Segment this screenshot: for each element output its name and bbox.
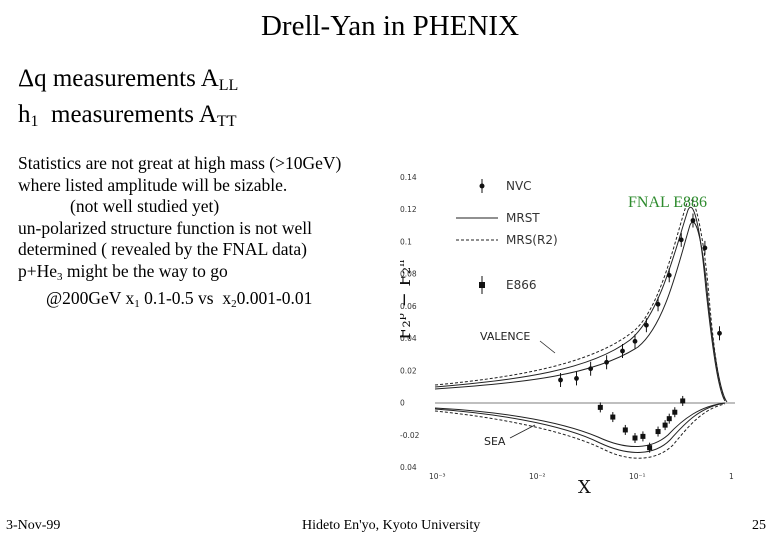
data-point-nvc xyxy=(678,237,684,243)
note-line: Statistics are not great at high mass (>… xyxy=(18,153,342,173)
heading-h1-att: h1 measurements ATT xyxy=(18,101,236,131)
footer-date: 3-Nov-99 xyxy=(6,518,61,533)
x-tick-labels: 10⁻³ 10⁻² 10⁻¹ 1 xyxy=(429,472,734,481)
data-point-e866 xyxy=(640,433,646,439)
x-tick-label: 10⁻² xyxy=(529,472,546,481)
sea-label: SEA xyxy=(484,435,506,448)
data-point-nvc xyxy=(666,272,672,278)
data-point-nvc xyxy=(558,377,563,383)
delta-symbol: Δ xyxy=(18,65,35,92)
valence-curve-mrst-2 xyxy=(434,221,728,403)
note-line: determined ( revealed by the FNAL data) xyxy=(18,239,307,259)
note-line: @200GeV x1 0.1-0.5 vs x20.001-0.01 xyxy=(18,288,341,316)
sea-curve-mrsr2 xyxy=(434,403,726,459)
heading-subscript-1: 1 xyxy=(30,113,39,130)
data-point-nvc xyxy=(604,359,610,365)
heading-subscript: LL xyxy=(218,77,239,94)
legend-label-e866: E866 xyxy=(506,278,537,292)
heading-subscript-2: TT xyxy=(216,113,237,130)
y-tick-label: 0.02 xyxy=(400,366,417,375)
data-point-nvc xyxy=(690,218,696,223)
data-points xyxy=(558,213,722,453)
note-line: un-polarized structure function is not w… xyxy=(18,217,313,238)
data-point-nvc xyxy=(717,330,722,336)
data-point-nvc xyxy=(632,338,638,344)
y-tick-label: 0.06 xyxy=(400,302,417,311)
valence-curve-mrsr2 xyxy=(434,199,727,402)
data-point-e866 xyxy=(610,414,616,420)
valence-label: VALENCE xyxy=(480,330,530,343)
valence-curve-mrst xyxy=(434,206,726,402)
note-subscript: 2 xyxy=(231,298,237,310)
data-point-e866 xyxy=(655,429,661,435)
sea-curves xyxy=(434,402,726,459)
heading-delta-q-all: Δq measurements ALL xyxy=(18,65,238,95)
y-tick-label: 0.04 xyxy=(400,334,417,343)
note-text: might be the way to go xyxy=(62,260,228,281)
data-point-e866 xyxy=(597,404,603,410)
y-tick-label: 0.14 xyxy=(400,173,417,182)
y-axis-label: F₂ᵖ − F₂ⁿ xyxy=(400,259,415,340)
note-line: p+He3 might be the way to go xyxy=(18,261,341,289)
slide-title: Drell-Yan in PHENIX xyxy=(260,10,520,42)
heading-text: h xyxy=(18,101,31,128)
legend-label-nvc: NVC xyxy=(506,179,532,193)
legend-label-mrsr2: MRS(R2) xyxy=(506,233,558,247)
fnal-annotation: FNAL E886 xyxy=(628,194,707,211)
legend-label-mrst: MRST xyxy=(506,211,540,225)
note-line: (not well studied yet) xyxy=(70,196,220,216)
y-tick-label: 0.08 xyxy=(400,270,417,279)
y-tick-labels: 0.14 0.12 0.1 0.08 0.06 0.04 0.02 0 -0.02 0.04 xyxy=(400,173,420,472)
valence-arrow xyxy=(539,340,556,354)
sea-curve-mrst xyxy=(434,402,726,453)
legend: NVC MRST MRS(R2) E866 xyxy=(456,179,558,294)
y-tick-label: -0.02 xyxy=(400,431,420,440)
note-text: p+He xyxy=(18,260,58,281)
data-point-e866 xyxy=(680,398,686,404)
sea-curve-third xyxy=(434,402,726,448)
data-point-nvc xyxy=(702,245,708,251)
y-tick-label: 0.1 xyxy=(400,237,412,246)
footer-author: Hideto En'yo, Kyoto University xyxy=(302,518,481,533)
note-text: 0.001-0.01 xyxy=(236,288,313,308)
x-axis-label: X xyxy=(578,477,591,498)
y-tick-label: 0.12 xyxy=(400,205,417,214)
sea-arrow xyxy=(509,424,536,439)
x-tick-label: 1 xyxy=(729,472,734,481)
data-point-e866 xyxy=(622,427,628,433)
note-subscript: 3 xyxy=(57,270,63,283)
footer-page-number: 25 xyxy=(752,518,766,533)
heading-text-2: measurements A xyxy=(38,101,217,128)
data-point-nvc xyxy=(643,322,649,328)
x-tick-label: 10⁻¹ xyxy=(629,472,646,481)
x-tick-label: 10⁻³ xyxy=(429,472,446,481)
note-line: where listed amplitude will be sizable. xyxy=(18,174,288,195)
data-point-nvc xyxy=(620,348,625,354)
valence-curves xyxy=(434,199,728,403)
data-point-e866 xyxy=(632,435,638,441)
data-point-nvc xyxy=(655,301,661,307)
note-subscript: 1 xyxy=(134,298,140,310)
data-point-e866 xyxy=(647,445,653,451)
note-text: @200GeV x xyxy=(46,288,135,308)
note-text: 0.1-0.5 vs x xyxy=(139,288,232,308)
heading-text: q measurements A xyxy=(34,65,219,92)
data-point-nvc xyxy=(588,366,594,372)
notes-block: Statistics are not great at high mass (>… xyxy=(18,153,341,316)
data-point-nvc xyxy=(574,375,579,381)
y-tick-label: 0 xyxy=(400,399,405,408)
data-point-e866 xyxy=(672,409,678,415)
data-point-e866 xyxy=(662,422,668,428)
structure-function-figure: 0.140.120.10.080.060.040.020-0.020.04 10… xyxy=(400,173,735,498)
data-point-e866 xyxy=(666,416,672,422)
y-tick-label: 0.04 xyxy=(400,463,417,472)
